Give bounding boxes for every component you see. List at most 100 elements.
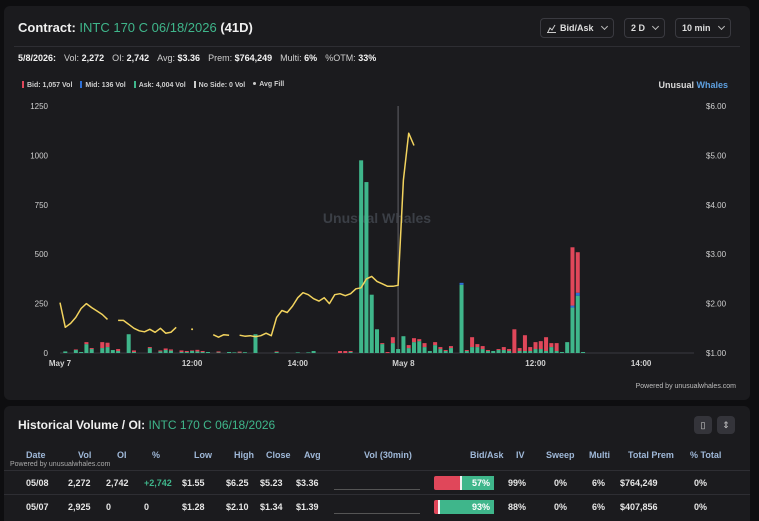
column-header[interactable]: Close — [266, 450, 291, 460]
volume-chart[interactable]: Unusual Whales 1250 1000 750 500 250 0 $6.00 $5.… — [4, 96, 750, 396]
bar-ask — [311, 351, 316, 353]
bar-ask — [348, 352, 353, 353]
y-left-tick-label: 250 — [35, 300, 49, 309]
bar-ask — [464, 351, 469, 353]
column-header[interactable]: Date — [26, 450, 46, 460]
bar-ask — [565, 342, 570, 353]
bar-ask — [443, 351, 448, 353]
bar-bid — [533, 342, 538, 350]
interval-label: 10 min — [682, 23, 711, 33]
stats-date: 5/8/2026: — [18, 53, 57, 63]
range-dropdown[interactable]: 2 D — [624, 18, 666, 38]
column-header[interactable]: % Total — [690, 450, 722, 460]
bar-ask — [190, 351, 195, 353]
book-icon[interactable]: ▯ — [694, 416, 712, 434]
interval-dropdown[interactable]: 10 min — [675, 18, 731, 38]
bar-bid — [179, 350, 184, 353]
y-right-tick-label: $6.00 — [706, 102, 727, 111]
bar-ask — [195, 351, 200, 353]
legend-ask[interactable]: Ask: 4,004 Vol — [133, 81, 186, 89]
bar-bid — [73, 349, 78, 351]
contract-header: Contract: INTC 170 C 06/18/2026 (41D) — [18, 20, 253, 35]
bar-bid — [575, 252, 580, 293]
bar-bid — [464, 350, 469, 352]
bar-bid — [417, 339, 422, 342]
table-row[interactable]: 05/07 2,925 0 0 $1.28 $2.10 $1.34 $1.39 88% 0% 6% $… — [4, 494, 750, 518]
y-left-tick-label: 750 — [35, 201, 49, 210]
bar-ask — [396, 349, 401, 353]
bar-bid — [190, 350, 195, 352]
column-header[interactable]: Low — [194, 450, 212, 460]
bar-ask — [375, 329, 379, 353]
column-header[interactable]: Total Prem — [628, 450, 674, 460]
bar-bid — [380, 343, 385, 345]
bar-ask — [581, 352, 586, 353]
legend-mid[interactable]: Mid: 136 Vol — [80, 81, 126, 89]
bar-ask — [485, 351, 490, 353]
cell-low: $1.55 — [182, 478, 205, 488]
bar-ask — [480, 349, 485, 353]
cell-sweep: 0% — [554, 478, 568, 488]
legend-avgfill[interactable]: Avg Fill — [253, 81, 284, 89]
bar-ask — [253, 334, 258, 353]
column-header[interactable]: % — [152, 450, 161, 460]
bar-bid — [168, 349, 173, 351]
bar-ask — [533, 349, 538, 353]
bar-bid — [549, 343, 554, 348]
bar-ask — [184, 352, 189, 353]
bar-mid — [575, 292, 580, 296]
column-header[interactable]: Vol — [78, 450, 92, 460]
bid-ask-dropdown[interactable]: Bid/Ask — [540, 18, 614, 38]
stat-multi: Multi: 6% — [280, 53, 318, 63]
y-right-tick-label: $2.00 — [706, 300, 727, 309]
x-tick-label: May 7 — [49, 359, 72, 368]
bar-bid — [507, 349, 512, 352]
bar-ask — [168, 350, 173, 353]
column-header[interactable]: IV — [516, 450, 525, 460]
column-header[interactable]: High — [234, 450, 254, 460]
mini-volume-chart — [334, 498, 420, 514]
bar-ask — [79, 352, 84, 353]
dte-label: (41D) — [220, 20, 253, 35]
column-header[interactable]: Bid/Ask — [470, 450, 504, 460]
y-right-tick-label: $3.00 — [706, 250, 727, 259]
bar-mid — [459, 282, 464, 285]
bar-ask — [110, 350, 115, 353]
bar-ask — [528, 351, 533, 353]
bar-ask — [390, 343, 395, 353]
legend-bid[interactable]: Bid: 1,057 Vol — [22, 81, 72, 89]
bar-ask — [227, 352, 232, 353]
column-header[interactable]: Sweep — [546, 450, 575, 460]
brand-logo: Unusual Whales — [658, 80, 728, 90]
avg-fill-line — [212, 333, 230, 338]
bar-bid — [443, 350, 448, 352]
column-header[interactable]: OI — [117, 450, 127, 460]
column-header[interactable]: Vol (30min) — [364, 450, 412, 460]
table-row[interactable]: 05/08 2,272 2,742 +2,742 $1.55 $6.25 $5.23 $3.3… — [4, 470, 750, 494]
bar-bid — [200, 351, 205, 353]
x-tick-label: 14:00 — [288, 359, 309, 368]
bar-ask — [63, 351, 68, 353]
chart-line-icon — [547, 24, 556, 33]
chart-panel: Contract: INTC 170 C 06/18/2026 (41D) Bi… — [4, 6, 750, 400]
bar-bid — [538, 341, 543, 350]
bar-bid — [528, 347, 533, 352]
table-header: Date Vol OI% Low High Close Avg Vol (30min) Bid/… — [4, 446, 750, 472]
bar-bid — [274, 351, 279, 353]
bar-bid — [554, 343, 559, 352]
cell-avg: $1.39 — [296, 502, 319, 512]
legend-noside[interactable]: No Side: 0 Vol — [193, 81, 245, 89]
bar-bid — [422, 343, 427, 348]
column-header[interactable]: Avg — [304, 450, 321, 460]
history-title: Historical Volume / OI: INTC 170 C 06/18… — [18, 418, 276, 432]
bar-ask — [433, 345, 438, 353]
bar-ask — [73, 350, 78, 353]
sort-icon[interactable]: ⇕ — [717, 416, 735, 434]
column-header[interactable]: Multi — [589, 450, 610, 460]
y-left-tick-label: 1000 — [30, 151, 48, 160]
bar-ask — [232, 352, 237, 353]
avg-fill-line — [118, 319, 177, 334]
bar-bid — [480, 346, 485, 350]
stat-avg: Avg: $3.36 — [157, 53, 201, 63]
bar-bid — [485, 350, 490, 352]
